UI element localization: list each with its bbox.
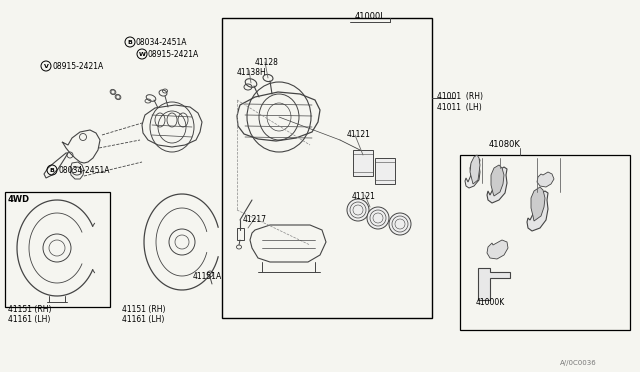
- Text: 08915-2421A: 08915-2421A: [52, 62, 103, 71]
- Polygon shape: [470, 155, 480, 184]
- Text: A//0C0036: A//0C0036: [560, 360, 596, 366]
- Text: 41000L: 41000L: [355, 12, 386, 21]
- Text: B: B: [127, 39, 132, 45]
- Polygon shape: [531, 187, 545, 221]
- Text: 41121: 41121: [352, 192, 376, 201]
- Polygon shape: [465, 158, 480, 188]
- Bar: [222, 18, 432, 318]
- Text: 08034-2451A: 08034-2451A: [58, 166, 109, 175]
- Text: 4WD: 4WD: [8, 195, 30, 204]
- Circle shape: [347, 199, 369, 221]
- Text: 41217: 41217: [243, 215, 267, 224]
- Bar: [5, 192, 110, 307]
- Bar: [353, 150, 373, 176]
- Bar: [375, 158, 395, 184]
- Text: 41151 (RH): 41151 (RH): [8, 305, 51, 314]
- Circle shape: [367, 207, 389, 229]
- Text: 41161 (LH): 41161 (LH): [122, 315, 164, 324]
- Text: 08915-2421A: 08915-2421A: [148, 50, 199, 59]
- Bar: [460, 155, 630, 330]
- Text: 41138H: 41138H: [237, 68, 267, 77]
- Text: 41161 (LH): 41161 (LH): [8, 315, 51, 324]
- Polygon shape: [491, 165, 504, 196]
- Text: 41151A: 41151A: [193, 272, 222, 281]
- Text: B: B: [49, 167, 54, 173]
- Polygon shape: [478, 268, 510, 300]
- Text: V: V: [44, 64, 49, 68]
- Polygon shape: [487, 167, 507, 203]
- Polygon shape: [527, 191, 548, 231]
- Text: 41151 (RH): 41151 (RH): [122, 305, 166, 314]
- Polygon shape: [537, 172, 554, 187]
- Text: 41011  (LH): 41011 (LH): [437, 103, 482, 112]
- Circle shape: [389, 213, 411, 235]
- Text: 41000K: 41000K: [476, 298, 505, 307]
- Polygon shape: [487, 240, 508, 259]
- Text: 41001  (RH): 41001 (RH): [437, 92, 483, 101]
- Text: 08034-2451A: 08034-2451A: [136, 38, 188, 47]
- Text: 41080K: 41080K: [489, 140, 521, 149]
- Text: 41121: 41121: [347, 130, 371, 139]
- Text: W: W: [139, 51, 145, 57]
- Text: 41128: 41128: [255, 58, 279, 67]
